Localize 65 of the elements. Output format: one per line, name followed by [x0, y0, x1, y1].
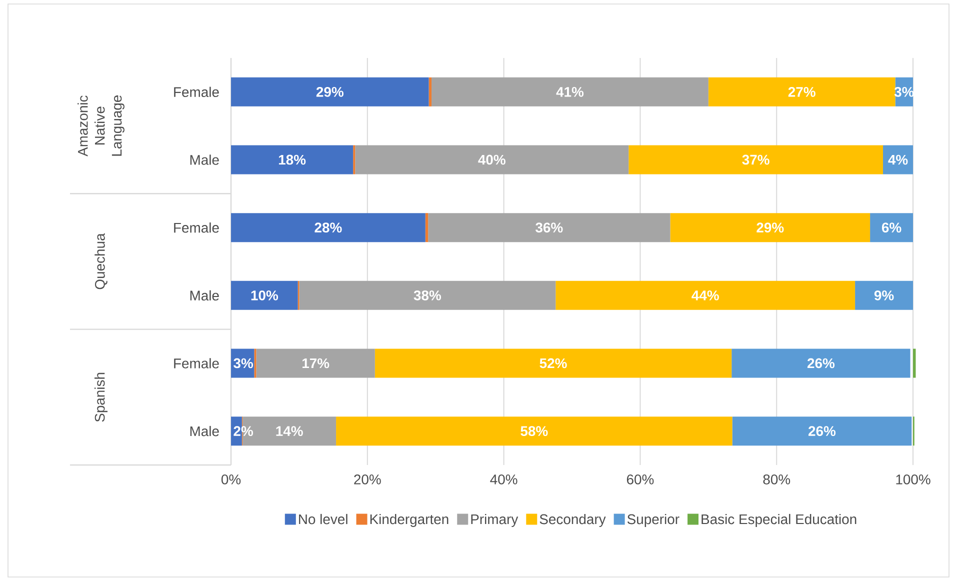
text: Spanish	[94, 372, 108, 422]
bar	[556, 280, 856, 310]
text: Amazonic Native Language	[78, 95, 124, 156]
bar	[355, 145, 629, 174]
data-label: 29%	[316, 86, 344, 97]
bar	[231, 77, 429, 106]
bar	[428, 77, 432, 106]
data-label: 38%	[414, 290, 442, 300]
x-tick-label: 40%	[490, 474, 518, 484]
data-label: 26%	[808, 426, 836, 436]
legend-label: Basic Especial Education	[702, 514, 856, 527]
bar	[428, 213, 670, 242]
y-tick-label: Female	[174, 86, 219, 98]
legend-label: No level	[299, 514, 348, 524]
data-label: 10%	[251, 290, 278, 300]
data-label: 14%	[276, 426, 303, 436]
y-tick-label: Male	[190, 290, 219, 301]
x-tick-label: 20%	[354, 474, 381, 484]
data-label: 6%	[882, 222, 902, 233]
x-tick-label: 60%	[626, 474, 654, 484]
x-tick-label: 0%	[221, 474, 241, 484]
x-tick-label: 80%	[763, 474, 790, 484]
data-label: 18%	[278, 154, 306, 165]
bar	[256, 348, 375, 378]
bar	[628, 145, 883, 174]
data-label: 29%	[756, 222, 784, 233]
data-label: 4%	[888, 154, 908, 165]
bar	[855, 280, 914, 310]
bar	[732, 416, 912, 446]
data-label: 40%	[478, 154, 506, 165]
data-label: 37%	[742, 154, 770, 165]
data-label: 41%	[556, 87, 584, 97]
bar	[708, 77, 896, 106]
data-label: 27%	[788, 86, 816, 97]
x-tick-label: 100%	[896, 474, 930, 484]
legend-label: Primary	[471, 514, 518, 527]
bar	[432, 77, 708, 106]
data-label: 26%	[807, 358, 835, 368]
bar	[670, 213, 870, 242]
data-label: 28%	[314, 222, 342, 233]
data-label: 44%	[692, 290, 719, 300]
y-tick-label: Male	[190, 426, 219, 436]
bar	[231, 145, 354, 174]
bar	[231, 280, 298, 310]
legend-label: Secondary	[540, 514, 606, 527]
data-label: 58%	[520, 426, 548, 436]
data-label: 52%	[540, 358, 567, 368]
y-tick-label: Female	[174, 222, 219, 233]
data-label: 3%	[234, 358, 253, 368]
bar	[299, 280, 556, 310]
bar	[870, 213, 914, 242]
legend-label: Kindergarten	[370, 514, 448, 527]
bar	[883, 145, 914, 174]
data-label: 36%	[536, 222, 563, 233]
bar	[336, 416, 732, 446]
bar	[425, 213, 428, 242]
text: Quechua	[94, 233, 108, 290]
bar	[231, 213, 426, 242]
data-label: 9%	[874, 290, 894, 300]
y-tick-label: Female	[174, 358, 219, 368]
data-label: 17%	[302, 358, 330, 368]
bar	[374, 348, 732, 378]
bar	[732, 348, 910, 378]
legend-label: Superior	[627, 514, 680, 527]
y-tick-label: Male	[190, 154, 219, 165]
